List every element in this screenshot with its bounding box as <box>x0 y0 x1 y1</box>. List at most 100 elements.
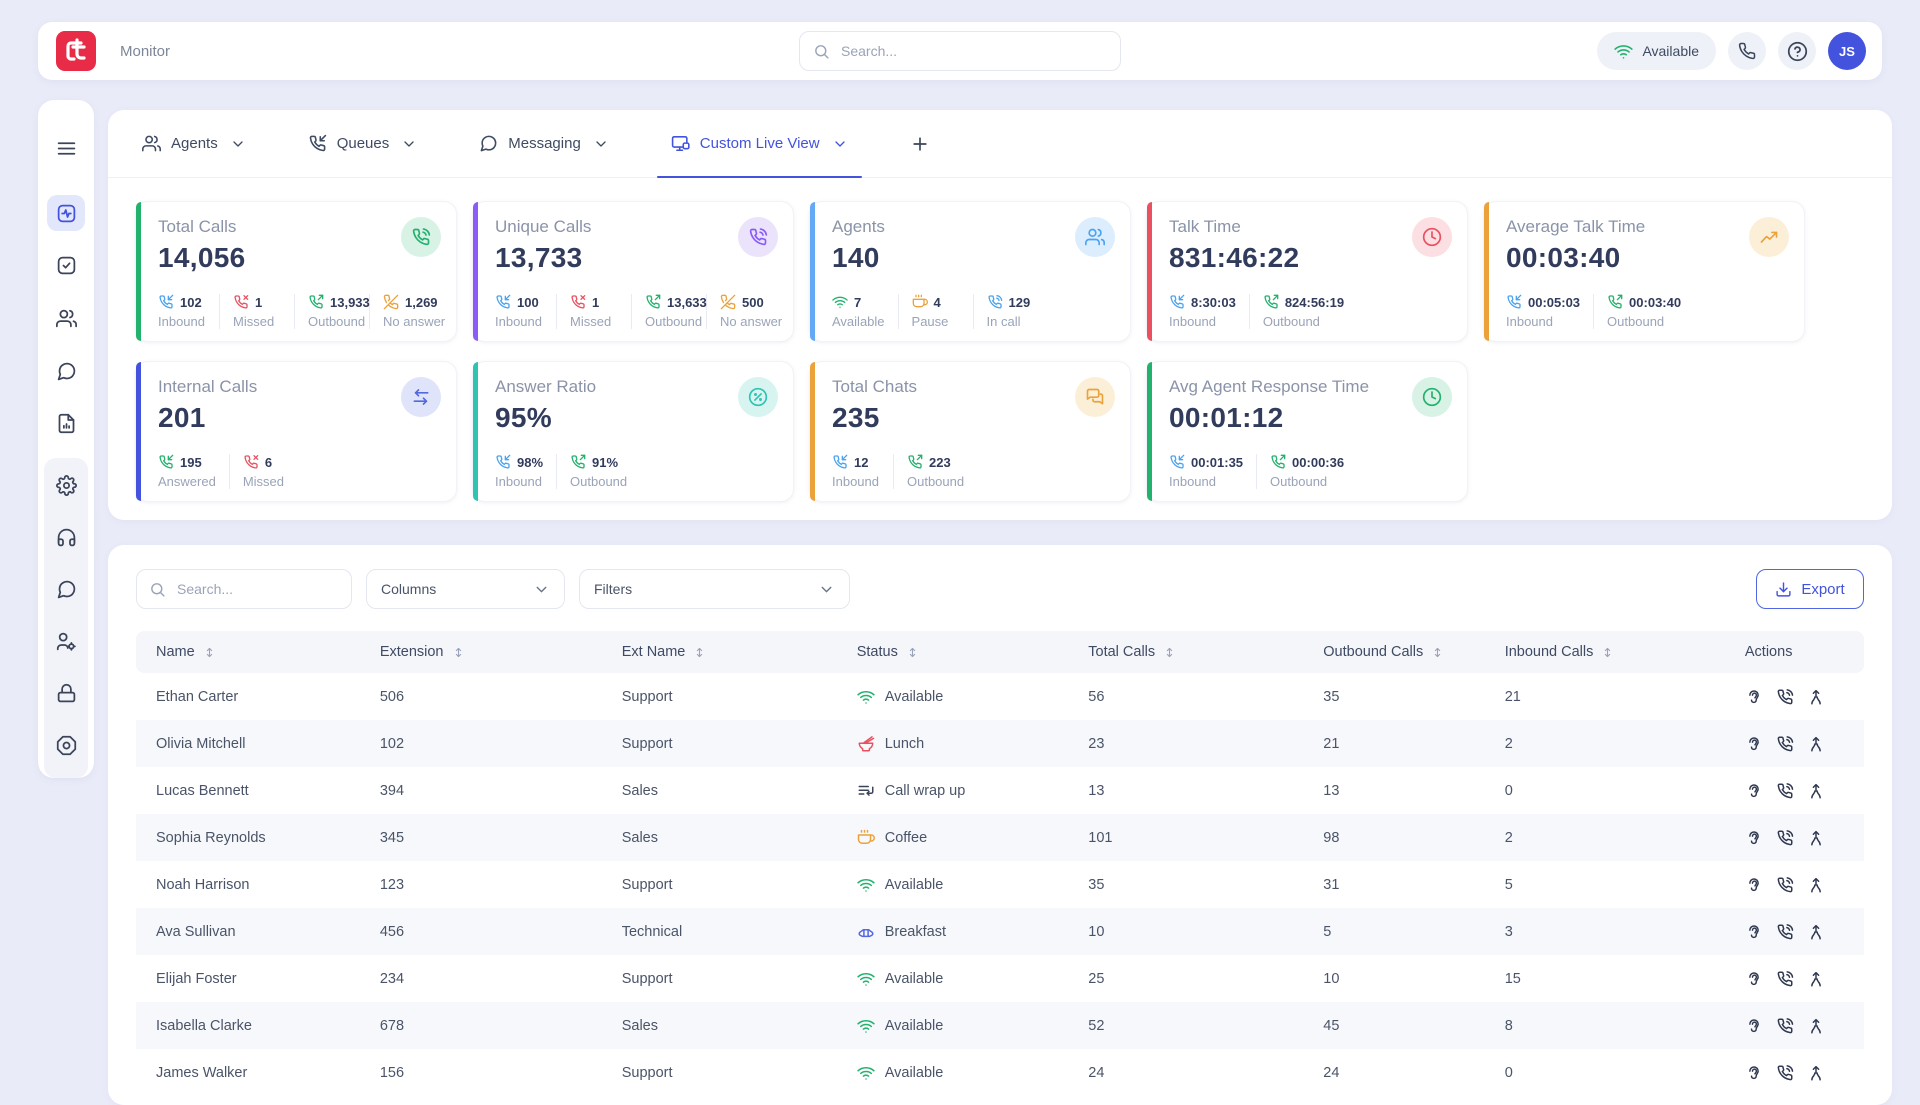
barge-action[interactable] <box>1807 782 1825 800</box>
kpi-title: Talk Time <box>1169 217 1451 237</box>
listen-action[interactable] <box>1745 829 1763 847</box>
column-header-ext-name[interactable]: Ext Name <box>608 631 843 673</box>
barge-action[interactable] <box>1807 735 1825 753</box>
cell-total-calls: 101 <box>1074 814 1309 861</box>
barge-action[interactable] <box>1807 970 1825 988</box>
column-header-inbound-calls[interactable]: Inbound Calls <box>1491 631 1731 673</box>
call-action[interactable] <box>1776 688 1794 706</box>
listen-action[interactable] <box>1745 970 1763 988</box>
dialer-button[interactable] <box>1728 32 1766 70</box>
stat-value: 100 <box>517 295 539 310</box>
kpi-title: Avg Agent Response Time <box>1169 377 1451 397</box>
wifi-icon <box>857 688 875 706</box>
agents-table-panel: Columns Filters Export NameExtension Ext … <box>108 545 1892 1105</box>
call-action[interactable] <box>1776 782 1794 800</box>
sidebar-item-reports[interactable] <box>47 405 85 442</box>
stat-value: 91% <box>592 455 618 470</box>
sort-icon <box>1601 646 1614 659</box>
columns-dropdown[interactable]: Columns <box>366 569 565 609</box>
sidebar-item-admin[interactable] <box>47 726 85 764</box>
filters-dropdown[interactable]: Filters <box>579 569 850 609</box>
column-header-name[interactable]: Name <box>136 631 366 673</box>
column-label: Total Calls <box>1088 644 1155 660</box>
sidebar-item-support[interactable] <box>47 518 85 556</box>
column-header-total-calls[interactable]: Total Calls <box>1074 631 1309 673</box>
kpi-stat-inbound: 98%Inbound <box>495 454 557 489</box>
cell-extension: 345 <box>366 814 608 861</box>
column-header-status[interactable]: Status <box>843 631 1075 673</box>
call-action[interactable] <box>1776 970 1794 988</box>
barge-action[interactable] <box>1807 1017 1825 1035</box>
sidebar-item-chat[interactable] <box>47 570 85 608</box>
availability-wifi-icon <box>1614 42 1633 61</box>
listen-action[interactable] <box>1745 876 1763 894</box>
call-action[interactable] <box>1776 1017 1794 1035</box>
call-action[interactable] <box>1776 876 1794 894</box>
stat-label: Inbound <box>832 474 880 489</box>
global-search-input[interactable] <box>839 42 1107 60</box>
kpi-stat-outbound: 824:56:19 Outbound <box>1263 294 1357 329</box>
sidebar-item-live-monitor[interactable] <box>47 195 85 232</box>
status-label: Available <box>885 1065 944 1081</box>
stat-value: 6 <box>265 455 272 470</box>
tab-label: Custom Live View <box>700 135 820 152</box>
tab-label: Queues <box>337 135 390 152</box>
barge-action[interactable] <box>1807 923 1825 941</box>
stat-label: Outbound <box>1263 314 1344 329</box>
listen-action[interactable] <box>1745 923 1763 941</box>
agents-table: NameExtension Ext Name Status Total Calls Ou… <box>136 631 1864 1096</box>
listen-action[interactable] <box>1745 688 1763 706</box>
column-header-outbound-calls[interactable]: Outbound Calls <box>1309 631 1490 673</box>
listen-action[interactable] <box>1745 1064 1763 1082</box>
export-button[interactable]: Export <box>1756 569 1864 609</box>
barge-action[interactable] <box>1807 829 1825 847</box>
cell-inbound-calls: 8 <box>1491 1002 1731 1049</box>
tab-queues[interactable]: Queues <box>308 110 418 177</box>
add-view-button[interactable] <box>910 134 930 154</box>
global-search[interactable] <box>799 31 1121 71</box>
phone-outgoing-icon <box>1270 454 1286 470</box>
table-search[interactable] <box>136 569 352 609</box>
listen-action[interactable] <box>1745 1017 1763 1035</box>
tab-agents[interactable]: Agents <box>142 110 246 177</box>
call-action[interactable] <box>1776 923 1794 941</box>
help-button[interactable] <box>1778 32 1816 70</box>
call-action[interactable] <box>1776 1064 1794 1082</box>
listen-action[interactable] <box>1745 782 1763 800</box>
sidebar-item-menu[interactable] <box>47 130 85 167</box>
sidebar-item-user-settings[interactable] <box>47 622 85 660</box>
column-label: Ext Name <box>622 644 686 660</box>
barge-action[interactable] <box>1807 876 1825 894</box>
listen-action[interactable] <box>1745 735 1763 753</box>
sidebar-item-agents[interactable] <box>47 300 85 337</box>
sidebar-item-conversations[interactable] <box>47 353 85 390</box>
kpi-value: 00:01:12 <box>1169 402 1451 434</box>
table-search-input[interactable] <box>175 580 339 598</box>
phone-incoming-icon <box>308 134 327 153</box>
column-header-extension[interactable]: Extension <box>366 631 608 673</box>
phone-incoming-icon <box>495 454 511 470</box>
chats-icon <box>1085 387 1105 407</box>
app-title: Monitor <box>120 43 170 60</box>
sidebar-item-security[interactable] <box>47 674 85 712</box>
cell-inbound-calls: 21 <box>1491 673 1731 720</box>
barge-action[interactable] <box>1807 688 1825 706</box>
barge-action[interactable] <box>1807 1064 1825 1082</box>
sidebar-item-tasks[interactable] <box>47 247 85 284</box>
user-avatar[interactable]: JS <box>1828 32 1866 70</box>
tab-messaging[interactable]: Messaging <box>479 110 609 177</box>
stat-value: 824:56:19 <box>1285 295 1344 310</box>
tab-custom-live-view[interactable]: Custom Live View <box>671 110 848 177</box>
call-action[interactable] <box>1776 829 1794 847</box>
sidebar <box>38 100 94 778</box>
kpi-stat-inbound: 00:05:03Inbound <box>1506 294 1594 329</box>
cell-name: Isabella Clarke <box>136 1002 366 1049</box>
sidebar-item-settings[interactable] <box>47 466 85 504</box>
cell-actions <box>1731 767 1864 814</box>
call-action[interactable] <box>1776 735 1794 753</box>
status-label: Coffee <box>885 830 927 846</box>
cell-status: Breakfast <box>843 908 1075 955</box>
availability-toggle[interactable]: Available <box>1597 32 1716 70</box>
kpi-card-average-talk-time: Average Talk Time00:03:4000:05:03Inbound… <box>1484 202 1804 341</box>
phone-incoming-icon <box>158 454 174 470</box>
